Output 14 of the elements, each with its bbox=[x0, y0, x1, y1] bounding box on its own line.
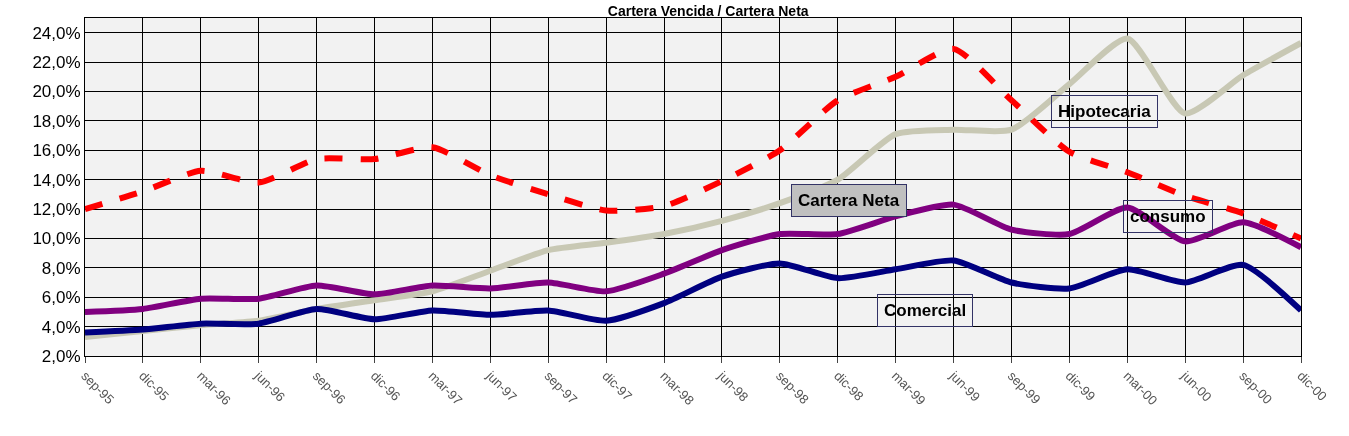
y-tick-label: 16,0% bbox=[32, 141, 81, 161]
y-tick-label: 22,0% bbox=[32, 53, 81, 73]
y-tick-label: 2,0% bbox=[41, 346, 81, 366]
y-tick-label: 14,0% bbox=[32, 170, 81, 190]
y-tick-label: 10,0% bbox=[32, 229, 81, 249]
y-tick-label: 6,0% bbox=[41, 288, 81, 308]
y-tick-label: 20,0% bbox=[32, 82, 81, 102]
y-tick-label: 8,0% bbox=[41, 258, 81, 278]
y-tick-label: 4,0% bbox=[41, 317, 81, 337]
y-tick-label: 18,0% bbox=[32, 111, 81, 131]
chart-title: Cartera Vencida / Cartera Neta bbox=[607, 3, 809, 20]
y-tick-label: 24,0% bbox=[32, 23, 81, 43]
y-tick-label: 12,0% bbox=[32, 199, 81, 219]
series-label: Cartera Neta bbox=[798, 191, 900, 210]
